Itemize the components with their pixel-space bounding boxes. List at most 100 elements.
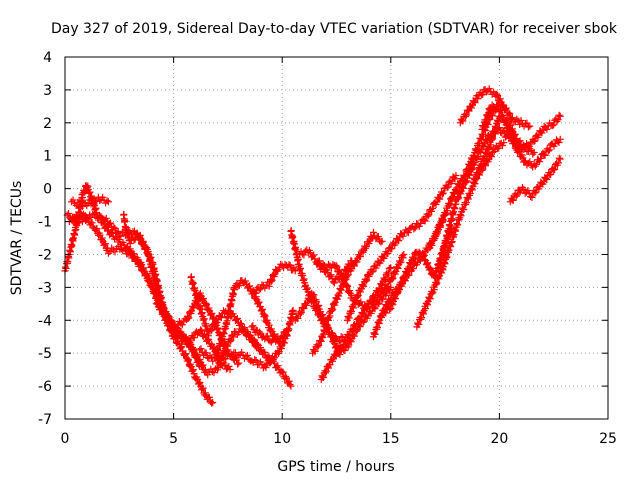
- data-point: [420, 310, 428, 318]
- data-point: [223, 351, 231, 359]
- data-point: [536, 158, 544, 166]
- data-point: [235, 281, 243, 289]
- data-point: [452, 171, 460, 179]
- data-point: [210, 369, 218, 377]
- data-point: [209, 344, 217, 352]
- data-point: [357, 288, 365, 296]
- data-point: [484, 158, 492, 166]
- data-point: [285, 261, 293, 269]
- data-point: [488, 101, 496, 109]
- data-point: [300, 251, 308, 259]
- data-point: [430, 286, 438, 294]
- data-point: [493, 90, 501, 98]
- data-point: [424, 301, 432, 309]
- data-point: [466, 189, 474, 197]
- data-point: [377, 238, 385, 246]
- data-point: [329, 338, 337, 346]
- data-point: [230, 286, 238, 294]
- data-point: [114, 227, 122, 235]
- data-point: [474, 152, 482, 160]
- data-point: [234, 360, 242, 368]
- data-point: [403, 269, 411, 277]
- y-tick-label: 0: [43, 182, 52, 198]
- data-point: [363, 303, 371, 311]
- data-point: [250, 289, 258, 297]
- data-point: [262, 364, 270, 372]
- series-track-14: [291, 283, 395, 359]
- data-point: [120, 244, 128, 252]
- data-point: [505, 109, 513, 117]
- data-point: [344, 271, 352, 279]
- data-point: [322, 369, 330, 377]
- data-point: [78, 193, 86, 201]
- series-track-18: [343, 171, 460, 324]
- data-point: [411, 224, 419, 232]
- data-point: [508, 114, 516, 122]
- series-track-4: [68, 193, 112, 211]
- data-point: [129, 253, 137, 261]
- data-point: [182, 350, 190, 358]
- y-tick-label: -7: [38, 412, 52, 428]
- data-point: [391, 295, 399, 303]
- data-point: [468, 104, 476, 112]
- data-point: [445, 201, 453, 209]
- data-point: [131, 235, 139, 243]
- data-point: [273, 336, 281, 344]
- data-point: [354, 293, 362, 301]
- data-point: [485, 144, 493, 152]
- y-tick-label: -6: [38, 379, 52, 395]
- data-point: [353, 258, 361, 266]
- data-point: [348, 257, 356, 265]
- data-points: [61, 85, 564, 407]
- data-point: [205, 393, 213, 401]
- data-point: [111, 248, 119, 256]
- data-point: [368, 268, 376, 276]
- data-point: [400, 250, 408, 258]
- data-point: [196, 289, 204, 297]
- data-point: [327, 331, 335, 339]
- data-point: [197, 345, 205, 353]
- data-point: [104, 198, 112, 206]
- data-point: [136, 260, 144, 268]
- data-point: [386, 264, 394, 272]
- data-point: [441, 210, 449, 218]
- data-point: [297, 308, 305, 316]
- data-point: [226, 366, 234, 374]
- data-point: [349, 304, 357, 312]
- data-point: [101, 240, 109, 248]
- data-point: [431, 235, 439, 243]
- data-point: [93, 225, 101, 233]
- data-point: [459, 184, 467, 192]
- data-point: [265, 282, 273, 290]
- data-point: [554, 159, 562, 167]
- data-point: [381, 308, 389, 316]
- data-point: [335, 348, 343, 356]
- data-point: [310, 251, 318, 259]
- data-point: [202, 349, 210, 357]
- data-point: [424, 212, 432, 220]
- data-point: [88, 219, 96, 227]
- data-point: [511, 139, 519, 147]
- data-point: [199, 361, 207, 369]
- data-point: [501, 117, 509, 125]
- data-point: [531, 189, 539, 197]
- data-point: [547, 170, 555, 178]
- data-point: [338, 344, 346, 352]
- data-point: [290, 264, 298, 272]
- data-point: [528, 193, 536, 201]
- data-point: [495, 108, 503, 116]
- data-point: [526, 158, 534, 166]
- data-point: [190, 345, 198, 353]
- data-point: [531, 162, 539, 170]
- data-point: [388, 245, 396, 253]
- series-track-16: [313, 257, 356, 287]
- data-point: [266, 359, 274, 367]
- y-tick-label: 4: [43, 50, 52, 66]
- data-point: [202, 299, 210, 307]
- data-point: [329, 357, 337, 365]
- data-point: [501, 105, 509, 113]
- data-point: [142, 244, 150, 252]
- data-point: [531, 137, 539, 145]
- data-point: [506, 110, 514, 118]
